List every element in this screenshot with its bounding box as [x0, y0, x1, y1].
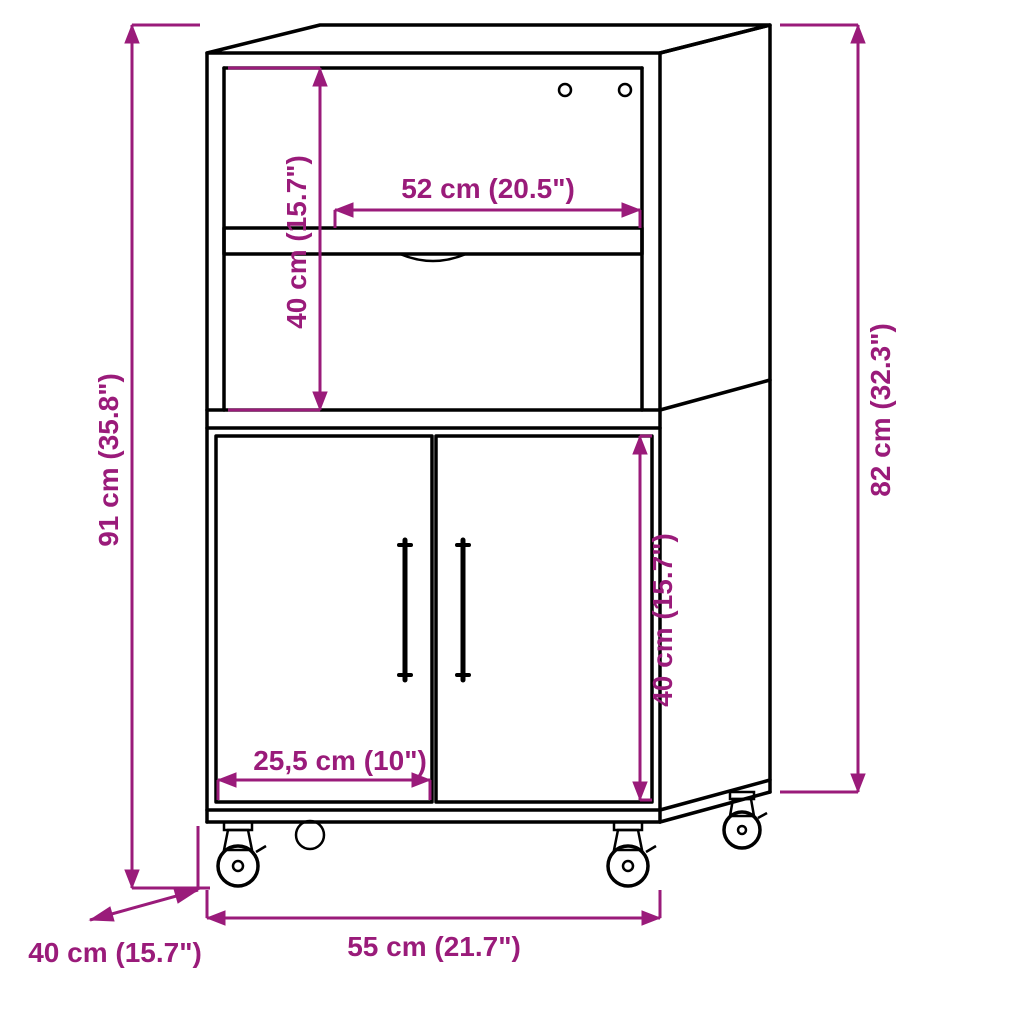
label-width: 55 cm (21.7") — [347, 931, 521, 962]
label-height-total: 91 cm (35.8") — [93, 373, 124, 547]
dim-upper-height: 40 cm (15.7") — [228, 68, 327, 410]
label-door-width: 25,5 cm (10") — [253, 745, 427, 776]
dim-door-width: 25,5 cm (10") — [218, 745, 430, 800]
label-upper-height: 40 cm (15.7") — [281, 155, 312, 329]
label-door-height: 40 cm (15.7") — [647, 533, 678, 707]
dim-width: 55 cm (21.7") — [207, 890, 660, 962]
caster-wheels — [218, 792, 767, 886]
label-height-body: 82 cm (32.3") — [865, 323, 896, 497]
dimension-diagram: 91 cm (35.8") 82 cm (32.3") 40 cm (15.7"… — [0, 0, 1024, 1024]
dimension-annotations: 91 cm (35.8") 82 cm (32.3") 40 cm (15.7"… — [28, 25, 896, 968]
label-shelf-width: 52 cm (20.5") — [401, 173, 575, 204]
dim-shelf-width: 52 cm (20.5") — [335, 173, 640, 228]
dim-depth: 40 cm (15.7") — [28, 826, 202, 968]
label-depth: 40 cm (15.7") — [28, 937, 202, 968]
dim-height-total: 91 cm (35.8") — [93, 25, 210, 888]
dim-door-height: 40 cm (15.7") — [633, 436, 678, 800]
dim-height-body: 82 cm (32.3") — [780, 25, 896, 792]
